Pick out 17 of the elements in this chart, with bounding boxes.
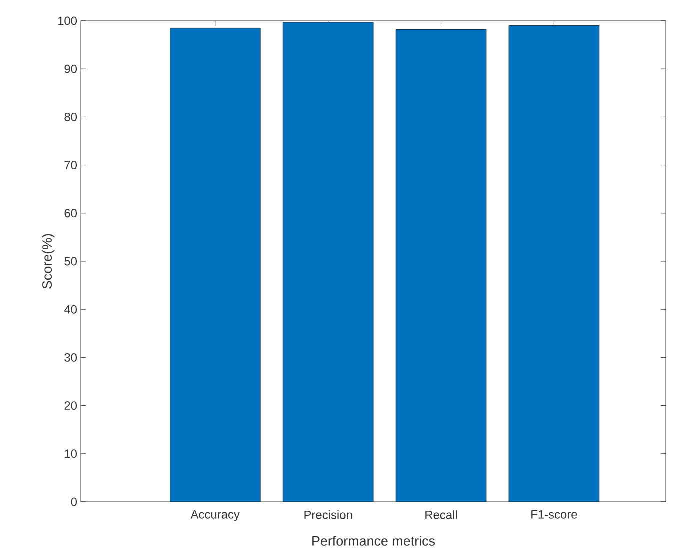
x-axis-title: Performance metrics: [312, 536, 436, 546]
y-tick-label: 100: [58, 16, 78, 26]
y-tick-label: 30: [64, 353, 78, 362]
y-tick-label: 20: [64, 402, 78, 410]
y-tick-label: 70: [64, 161, 78, 170]
y-tick-label: 0: [71, 498, 78, 506]
x-tick-label: Accuracy: [190, 510, 240, 522]
y-tick-label: 90: [64, 64, 78, 74]
x-tick-label: F1-score: [532, 510, 578, 519]
x-tick-label: Recall: [426, 510, 458, 520]
y-tick-label: 80: [64, 112, 78, 122]
y-tick-label: 50: [64, 257, 78, 266]
y-axis-title: Score(%): [42, 234, 55, 289]
y-tick-label: 10: [65, 450, 78, 458]
y-tick-label: 60: [64, 209, 78, 218]
x-tick-label: Precision: [304, 510, 352, 520]
y-tick-label: 40: [64, 305, 78, 314]
